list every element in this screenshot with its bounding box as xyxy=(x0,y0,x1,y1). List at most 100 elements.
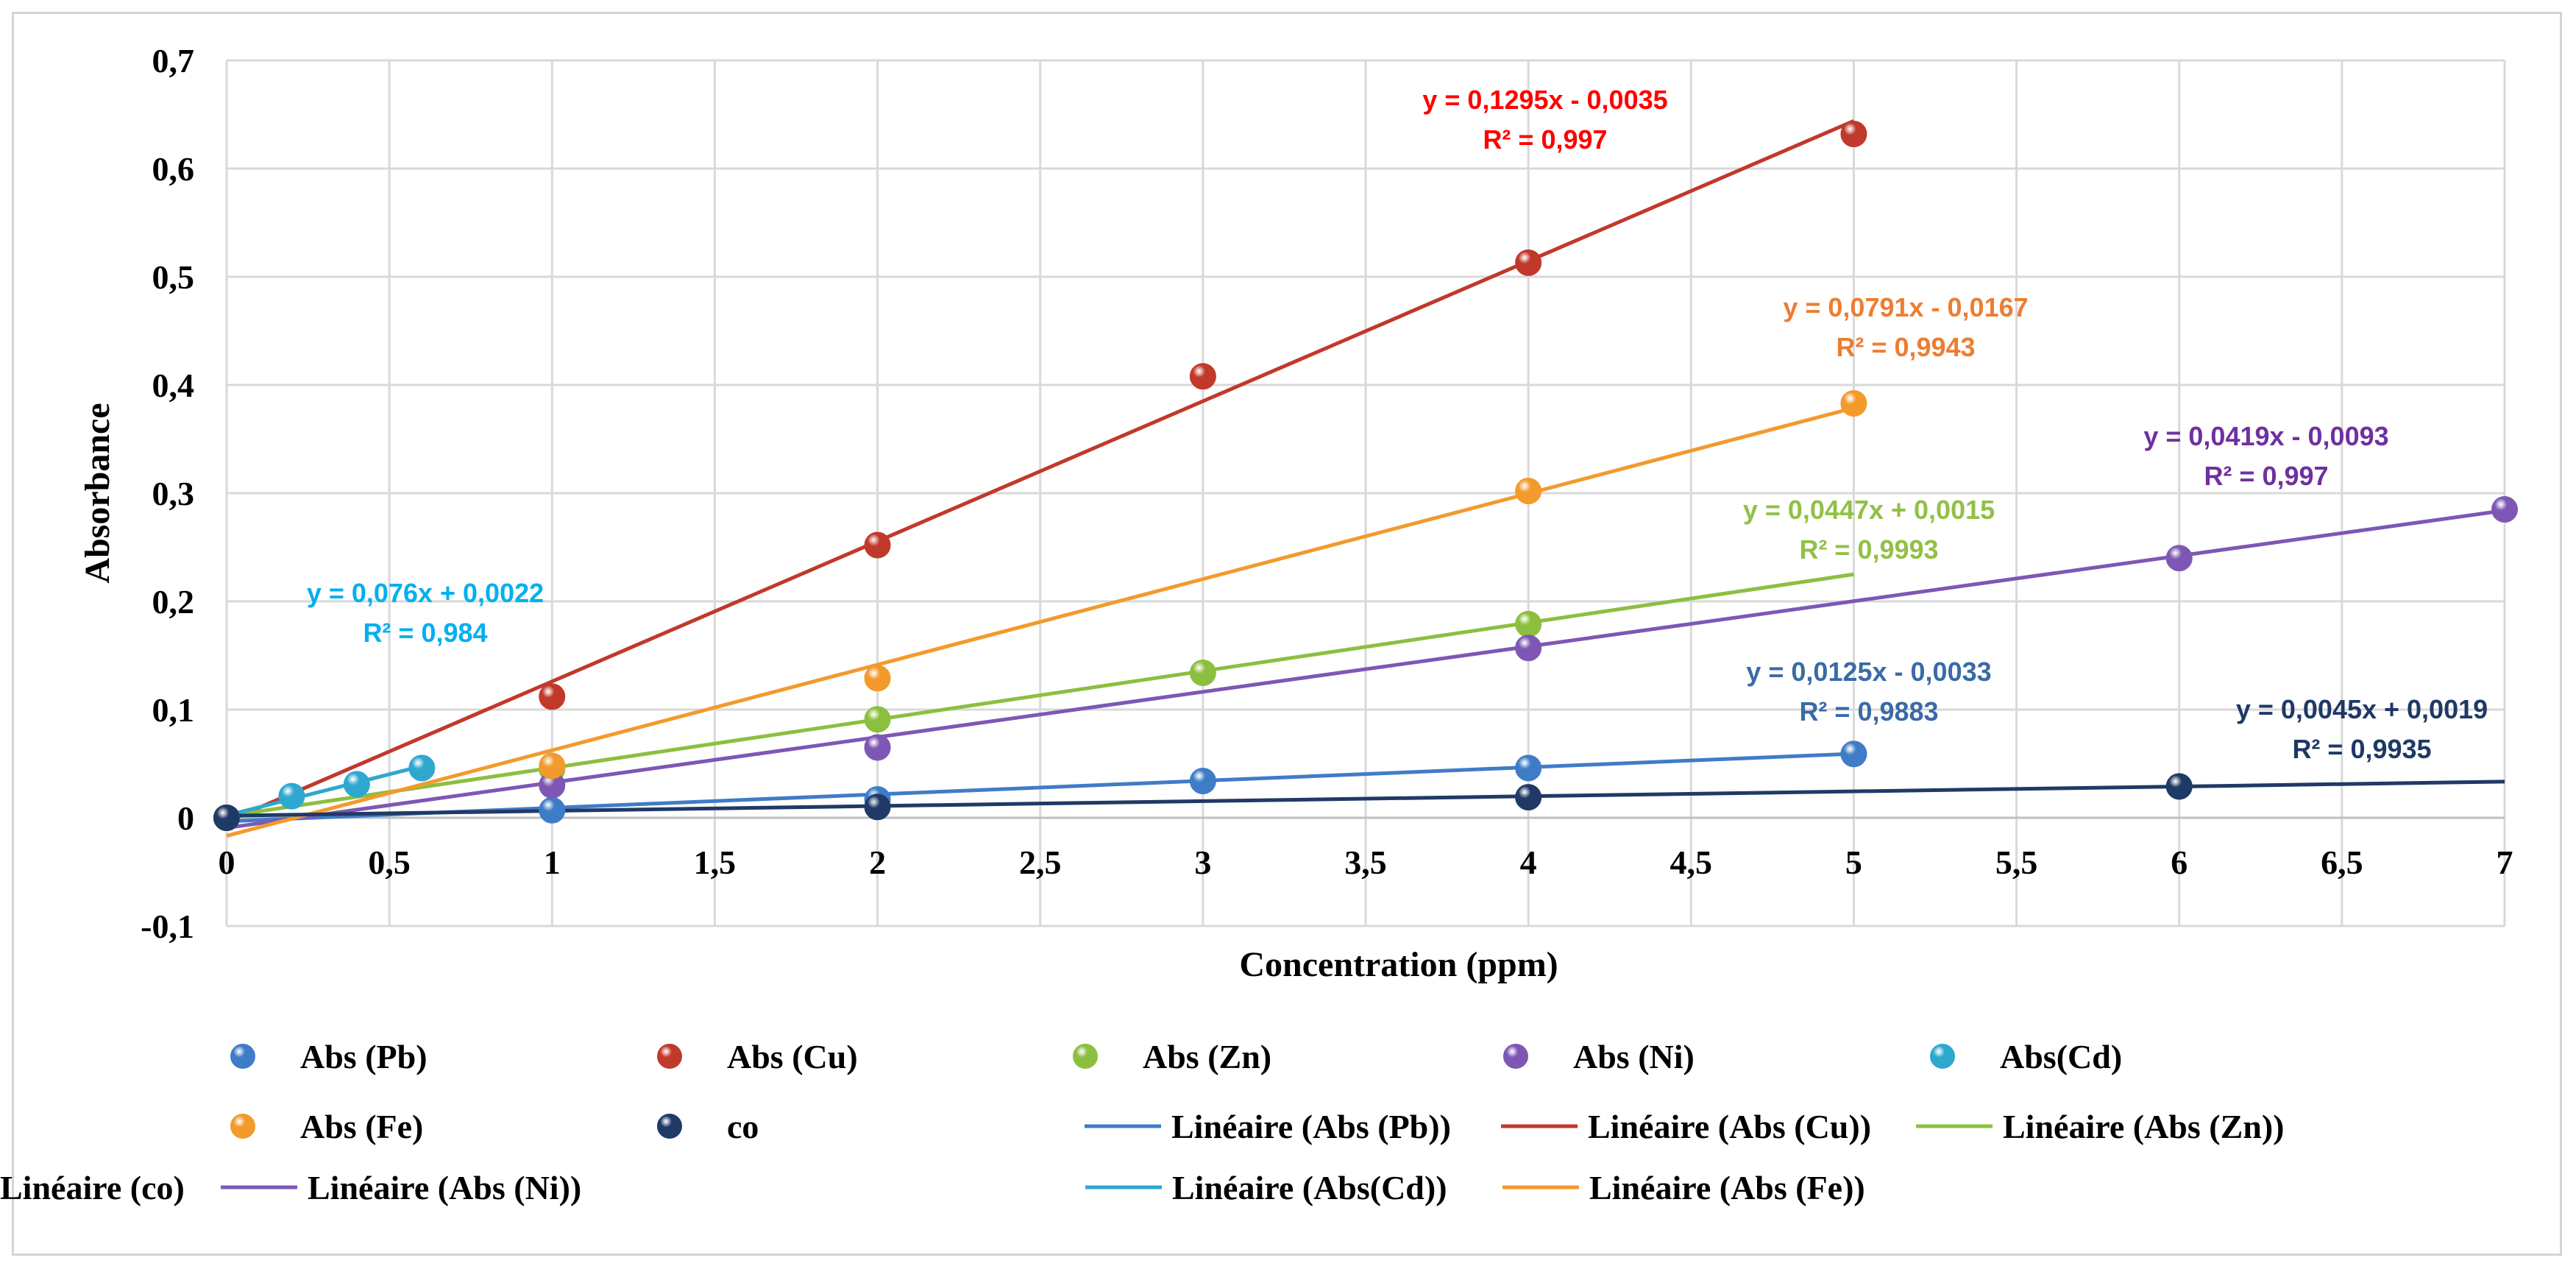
legend-marker xyxy=(230,1044,255,1069)
trendline-r2: R² = 0,984 xyxy=(363,618,487,648)
x-tick-label: 1,5 xyxy=(694,844,737,881)
x-axis-title: Concentration (ppm) xyxy=(1239,945,1558,984)
trendlines xyxy=(226,119,2505,838)
x-tick-label: 6,5 xyxy=(2321,844,2363,881)
legend-marker xyxy=(230,1114,255,1139)
x-tick-label: 7 xyxy=(2497,844,2513,881)
trendline-equation: y = 0,1295x - 0,0035 xyxy=(1422,85,1667,115)
trendline-r2: R² = 0,997 xyxy=(2204,461,2328,491)
grid-lines xyxy=(225,59,2506,927)
x-tick-label: 3 xyxy=(1194,844,1211,881)
y-tick-label: 0,7 xyxy=(152,42,195,79)
data-point xyxy=(864,706,891,733)
data-point xyxy=(1515,784,1542,811)
trendline-equation: y = 0,0791x - 0,0167 xyxy=(1783,292,2028,322)
data-point xyxy=(2491,496,2518,523)
y-tick-label: 0,1 xyxy=(152,691,195,729)
data-point xyxy=(213,805,240,831)
data-point xyxy=(864,734,891,761)
trendline-r2: R² = 0,997 xyxy=(1483,124,1607,155)
legend-label: Linéaire (Abs (Fe)) xyxy=(1589,1169,1865,1206)
data-point xyxy=(539,752,566,780)
legend-marker xyxy=(657,1114,682,1139)
legend-label: co xyxy=(727,1108,759,1145)
x-tick-label: 0 xyxy=(219,844,235,881)
data-point xyxy=(1515,478,1542,505)
data-point xyxy=(864,793,891,821)
legend-label: Abs (Zn) xyxy=(1143,1038,1271,1075)
data-point xyxy=(1189,768,1216,795)
legend-label: Abs (Pb) xyxy=(300,1038,427,1075)
trendline-r2: R² = 0,9993 xyxy=(1799,534,1938,565)
trendline xyxy=(226,780,2505,818)
trendline-r2: R² = 0,9943 xyxy=(1836,332,1975,362)
trendline-r2: R² = 0,9883 xyxy=(1799,696,1938,727)
trendline xyxy=(226,572,1854,819)
trendline-equation: y = 0,0447x + 0,0015 xyxy=(1743,495,1995,525)
data-point xyxy=(343,771,370,798)
data-point xyxy=(864,531,891,559)
legend-label: Linéaire (Abs (Pb)) xyxy=(1171,1108,1451,1145)
data-point xyxy=(539,683,566,710)
legend-label: Linéaire (Abs (Cu)) xyxy=(1588,1108,1871,1145)
x-tick-label: 5,5 xyxy=(1995,844,2038,881)
y-tick-label: 0 xyxy=(177,799,194,837)
legend-label: Linéaire (Abs (Zn)) xyxy=(2003,1108,2285,1145)
data-point xyxy=(1840,120,1867,147)
legend: Abs (Pb) Abs (Cu) Abs (Zn) Abs (Ni) Abs(Cd) A… xyxy=(0,1038,2285,1206)
y-tick-label: 0,6 xyxy=(152,150,195,188)
trendline-r2: R² = 0,9935 xyxy=(2292,734,2431,764)
data-points xyxy=(213,120,2518,831)
y-tick-label: 0,2 xyxy=(152,583,195,621)
data-point xyxy=(2165,773,2193,800)
trendline-equation: y = 0,0419x - 0,0093 xyxy=(2143,421,2388,451)
y-tick-label: 0,5 xyxy=(152,258,195,296)
legend-label: Abs(Cd) xyxy=(2000,1038,2122,1075)
data-point xyxy=(1189,660,1216,687)
x-tick-label: 2 xyxy=(869,844,886,881)
legend-label: Abs (Ni) xyxy=(1573,1038,1695,1075)
data-point xyxy=(1515,634,1542,662)
y-axis-title: Absorbance xyxy=(78,403,117,583)
data-point xyxy=(1515,610,1542,637)
x-tick-label: 3,5 xyxy=(1344,844,1387,881)
y-tick-label: 0,4 xyxy=(152,367,195,404)
legend-label: Abs (Cu) xyxy=(727,1038,858,1075)
legend-marker xyxy=(1503,1044,1528,1069)
data-point xyxy=(2165,545,2193,572)
trendline xyxy=(226,764,422,818)
data-point xyxy=(278,782,305,810)
x-tick-label: 0,5 xyxy=(368,844,411,881)
trendline xyxy=(226,406,1855,838)
trendline-equation: y = 0,0125x - 0,0033 xyxy=(1746,657,1991,687)
axes: -0,1 0 0,1 0,2 0,3 0,4 0,5 0,6 0,7 0 0,5 1 1,5 2 2,5 3 3… xyxy=(141,42,2513,945)
data-point xyxy=(864,665,891,692)
data-point xyxy=(1189,363,1216,390)
legend-label: Abs (Fe) xyxy=(300,1108,423,1145)
trendline-labels: y = 0,0125x - 0,0033 R² = 0,9883 y = 0,129… xyxy=(307,85,2488,764)
trendline-equation: y = 0,076x + 0,0022 xyxy=(307,578,544,608)
x-tick-label: 4 xyxy=(1520,844,1537,881)
data-point xyxy=(1515,754,1542,782)
legend-label: Linéaire (Abs(Cd)) xyxy=(1172,1169,1447,1206)
chart-frame xyxy=(12,12,2562,1256)
trendline-equation: y = 0,0045x + 0,0019 xyxy=(2236,694,2488,724)
y-tick-label: 0,3 xyxy=(152,475,195,512)
legend-marker xyxy=(1073,1044,1098,1069)
x-tick-label: 2,5 xyxy=(1019,844,1062,881)
x-tick-label: 5 xyxy=(1845,844,1862,881)
legend-marker xyxy=(1930,1044,1955,1069)
data-point xyxy=(1840,389,1867,417)
data-point xyxy=(408,754,436,782)
data-point xyxy=(1515,249,1542,276)
trendline xyxy=(226,119,1855,824)
legend-label: Linéaire (co) xyxy=(0,1169,185,1206)
x-tick-label: 4,5 xyxy=(1670,844,1713,881)
data-point xyxy=(539,796,566,824)
trendline xyxy=(226,509,2505,830)
legend-label: Linéaire (Abs (Ni)) xyxy=(308,1169,581,1206)
x-tick-label: 6 xyxy=(2171,844,2188,881)
x-tick-label: 1 xyxy=(544,844,561,881)
legend-marker xyxy=(657,1044,682,1069)
